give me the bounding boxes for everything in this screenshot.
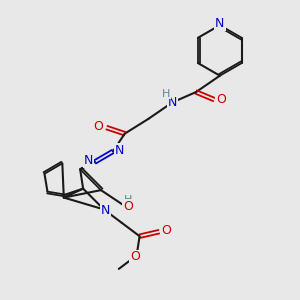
- Text: N: N: [84, 154, 93, 167]
- Text: H: H: [124, 195, 132, 205]
- Text: O: O: [161, 224, 171, 237]
- Text: O: O: [130, 250, 140, 263]
- Text: H: H: [162, 88, 170, 98]
- Text: N: N: [215, 17, 224, 30]
- Text: O: O: [123, 200, 133, 213]
- Text: O: O: [94, 120, 103, 133]
- Text: O: O: [216, 93, 226, 106]
- Text: N: N: [101, 204, 110, 218]
- Text: N: N: [168, 96, 177, 109]
- Text: N: N: [115, 143, 124, 157]
